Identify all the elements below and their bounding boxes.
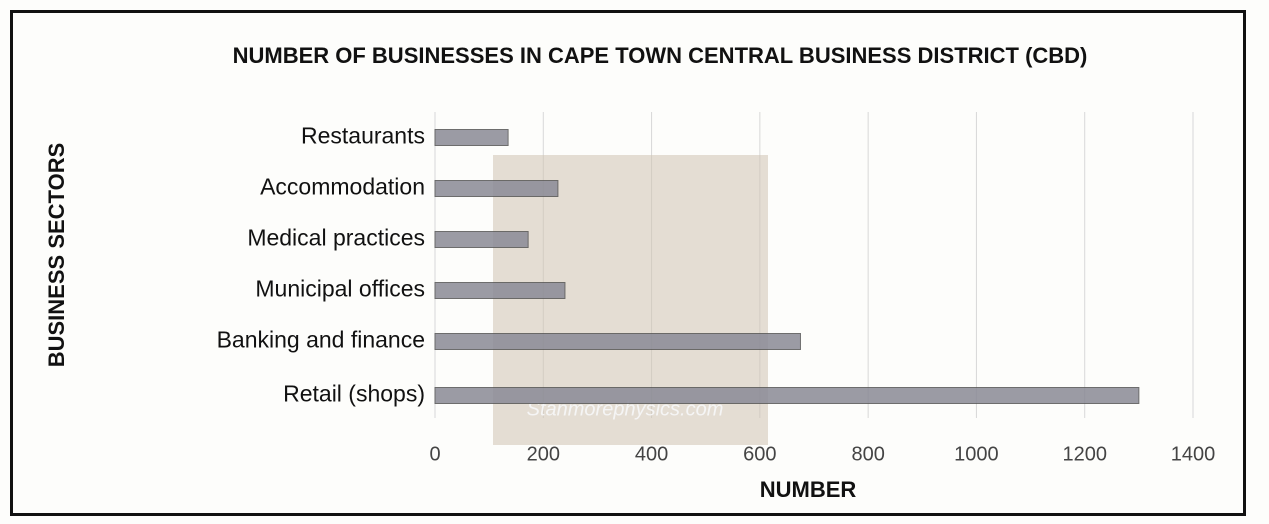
- x-tick-label: 1400: [1171, 443, 1216, 465]
- y-tick-label: Municipal offices: [255, 276, 425, 302]
- x-tick-label: 0: [429, 443, 440, 465]
- x-tick-label: 1000: [954, 443, 999, 465]
- x-axis-title: NUMBER: [760, 477, 857, 502]
- y-axis-title: BUSINESS SECTORS: [44, 143, 69, 368]
- y-tick-label: Banking and finance: [217, 327, 425, 353]
- x-tick-label: 400: [635, 443, 668, 465]
- bar: [434, 333, 801, 350]
- y-tick-label: Medical practices: [247, 225, 425, 251]
- bar: [434, 282, 566, 299]
- bar: [434, 180, 559, 197]
- x-tick-label: 200: [527, 443, 560, 465]
- frame: [10, 10, 1246, 516]
- x-tick-label: 600: [743, 443, 776, 465]
- y-tick-label: Restaurants: [301, 123, 425, 149]
- x-tick-label: 1200: [1062, 443, 1107, 465]
- bar: [434, 387, 1140, 404]
- y-tick-label: Retail (shops): [283, 381, 425, 407]
- bar: [434, 129, 509, 146]
- chart-title: NUMBER OF BUSINESSES IN CAPE TOWN CENTRA…: [232, 43, 1088, 68]
- bar: [434, 231, 529, 248]
- y-tick-label: Accommodation: [260, 174, 425, 200]
- x-tick-label: 800: [851, 443, 884, 465]
